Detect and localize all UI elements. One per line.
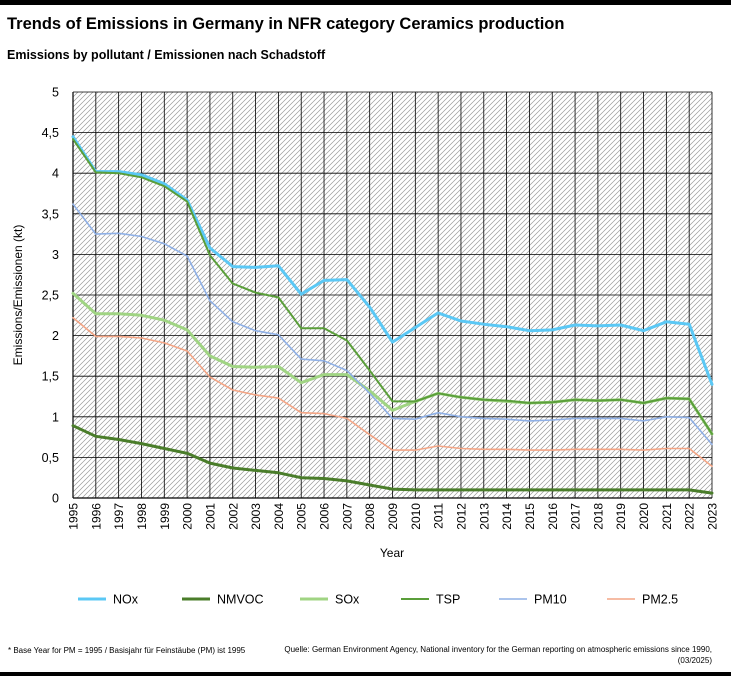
x-tick-label: 2010	[409, 503, 423, 530]
line-chart: 00,511,522,533,544,55 1995 1996 1997 1998 19…	[11, 86, 720, 607]
series-line-pm25	[72, 316, 713, 468]
x-tick-label: 2000	[181, 503, 195, 530]
chart-title: Trends of Emissions in Germany in NFR ca…	[7, 15, 565, 33]
chart-subtitle: Emissions by pollutant / Emissionen nach…	[7, 48, 326, 62]
x-axis-label: Year	[380, 546, 404, 560]
x-tick-label: 2018	[591, 503, 605, 530]
x-tick-label: 2008	[363, 503, 377, 530]
series-line-pm10	[72, 203, 713, 446]
legend-label: SOx	[335, 593, 360, 607]
legend-label: PM2.5	[642, 593, 678, 607]
x-tick-label: 1999	[158, 503, 172, 530]
y-tick-label: 4,5	[42, 126, 59, 140]
legend-item: PM2.5	[607, 593, 678, 607]
x-tick-label: 2011	[432, 503, 446, 529]
legend-item: TSP	[401, 593, 460, 607]
legend-item: SOx	[300, 593, 360, 607]
x-tick-label: 2004	[272, 503, 286, 530]
x-tick-label: 2023	[706, 503, 720, 530]
series-line-nox	[71, 135, 714, 386]
y-tick-label: 3	[52, 248, 59, 262]
legend-label: TSP	[436, 593, 460, 607]
legend-item: NMVOC	[182, 593, 264, 607]
x-tick-label: 1997	[112, 503, 126, 530]
legend-item: NOx	[78, 593, 139, 607]
series-lines	[71, 135, 714, 495]
y-tick-label: 4	[52, 167, 59, 181]
y-tick-label: 5	[52, 86, 59, 100]
y-tick-label: 1	[52, 410, 59, 424]
x-tick-label: 2016	[546, 503, 560, 530]
x-tick-label: 2009	[386, 503, 400, 530]
y-tick-label: 0,5	[42, 451, 59, 465]
legend-label: NMVOC	[217, 593, 264, 607]
y-axis-ticks: 0 0,5 1 1,5 2 2,5 3 3,5 4 4,5 5	[42, 86, 59, 506]
top-rule	[0, 0, 731, 5]
series-line-tsp	[72, 138, 713, 435]
y-tick-label: 0	[52, 492, 59, 506]
x-tick-label: 2005	[295, 503, 309, 530]
gridlines	[72, 91, 713, 499]
legend-item: PM10	[499, 593, 567, 607]
x-tick-label: 2001	[203, 503, 217, 530]
x-tick-label: 2020	[637, 503, 651, 530]
x-tick-label: 1998	[135, 503, 149, 530]
y-tick-label: 2,5	[42, 289, 59, 303]
x-tick-label: 2012	[454, 503, 468, 530]
x-tick-label: 2014	[500, 503, 514, 530]
y-tick-label: 3,5	[42, 207, 59, 221]
series-line-nmvoc	[71, 424, 714, 495]
x-tick-label: 2002	[226, 503, 240, 530]
legend-label: NOx	[113, 593, 139, 607]
y-tick-label: 2	[52, 329, 59, 343]
y-tick-label: 1,5	[42, 370, 59, 384]
x-tick-label: 2003	[249, 503, 263, 530]
base-year-note: * Base Year for PM = 1995 / Basisjahr fü…	[8, 646, 246, 655]
x-tick-label: 2022	[683, 503, 697, 530]
y-axis-label: Emissions/Emissionen (kt)	[11, 225, 25, 366]
legend-label: PM10	[534, 593, 567, 607]
x-tick-label: 1995	[67, 503, 81, 530]
x-tick-label: 2006	[318, 503, 332, 530]
x-tick-label: 1996	[89, 503, 103, 530]
x-axis-ticks: 1995 1996 1997 1998 1999 2000 2001 2002 2003 2004…	[67, 503, 720, 530]
source-note: Quelle: German Environment Agency, Natio…	[284, 645, 712, 665]
bottom-rule	[0, 672, 731, 676]
x-tick-label: 2015	[523, 503, 537, 530]
x-tick-label: 2017	[569, 503, 583, 530]
legend: NOx NMVOC SOx TSP PM10 PM2.5	[78, 593, 678, 607]
x-tick-label: 2013	[477, 503, 491, 530]
x-tick-label: 2019	[614, 503, 628, 530]
x-tick-label: 2021	[660, 503, 674, 530]
x-tick-label: 2007	[340, 503, 354, 530]
